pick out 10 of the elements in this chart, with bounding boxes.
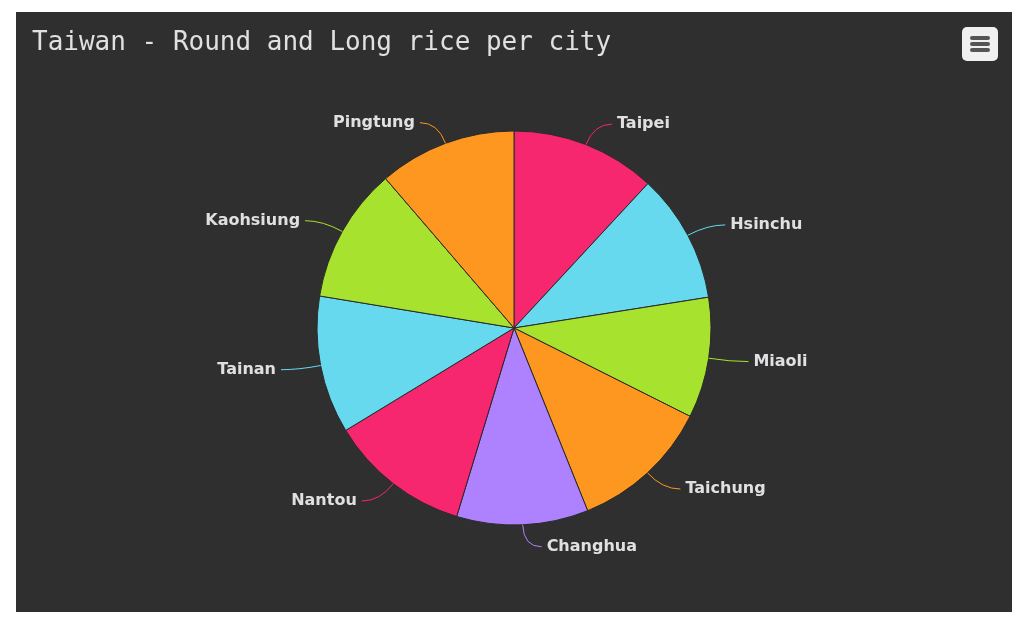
chart-title: Taiwan - Round and Long rice per city bbox=[32, 26, 612, 56]
slice-label: Tainan bbox=[217, 358, 277, 378]
slice-label: Pingtung bbox=[332, 111, 415, 131]
slice-label: Nantou bbox=[291, 490, 357, 510]
slice-label: Hsinchu bbox=[730, 214, 803, 234]
slice-label: Kaohsiung bbox=[205, 209, 301, 229]
slice-label: Changhua bbox=[546, 535, 637, 555]
slice-label: Taichung bbox=[685, 478, 766, 498]
slice-label: Taipei bbox=[616, 113, 670, 133]
slice-label: Miaoli bbox=[753, 350, 808, 370]
